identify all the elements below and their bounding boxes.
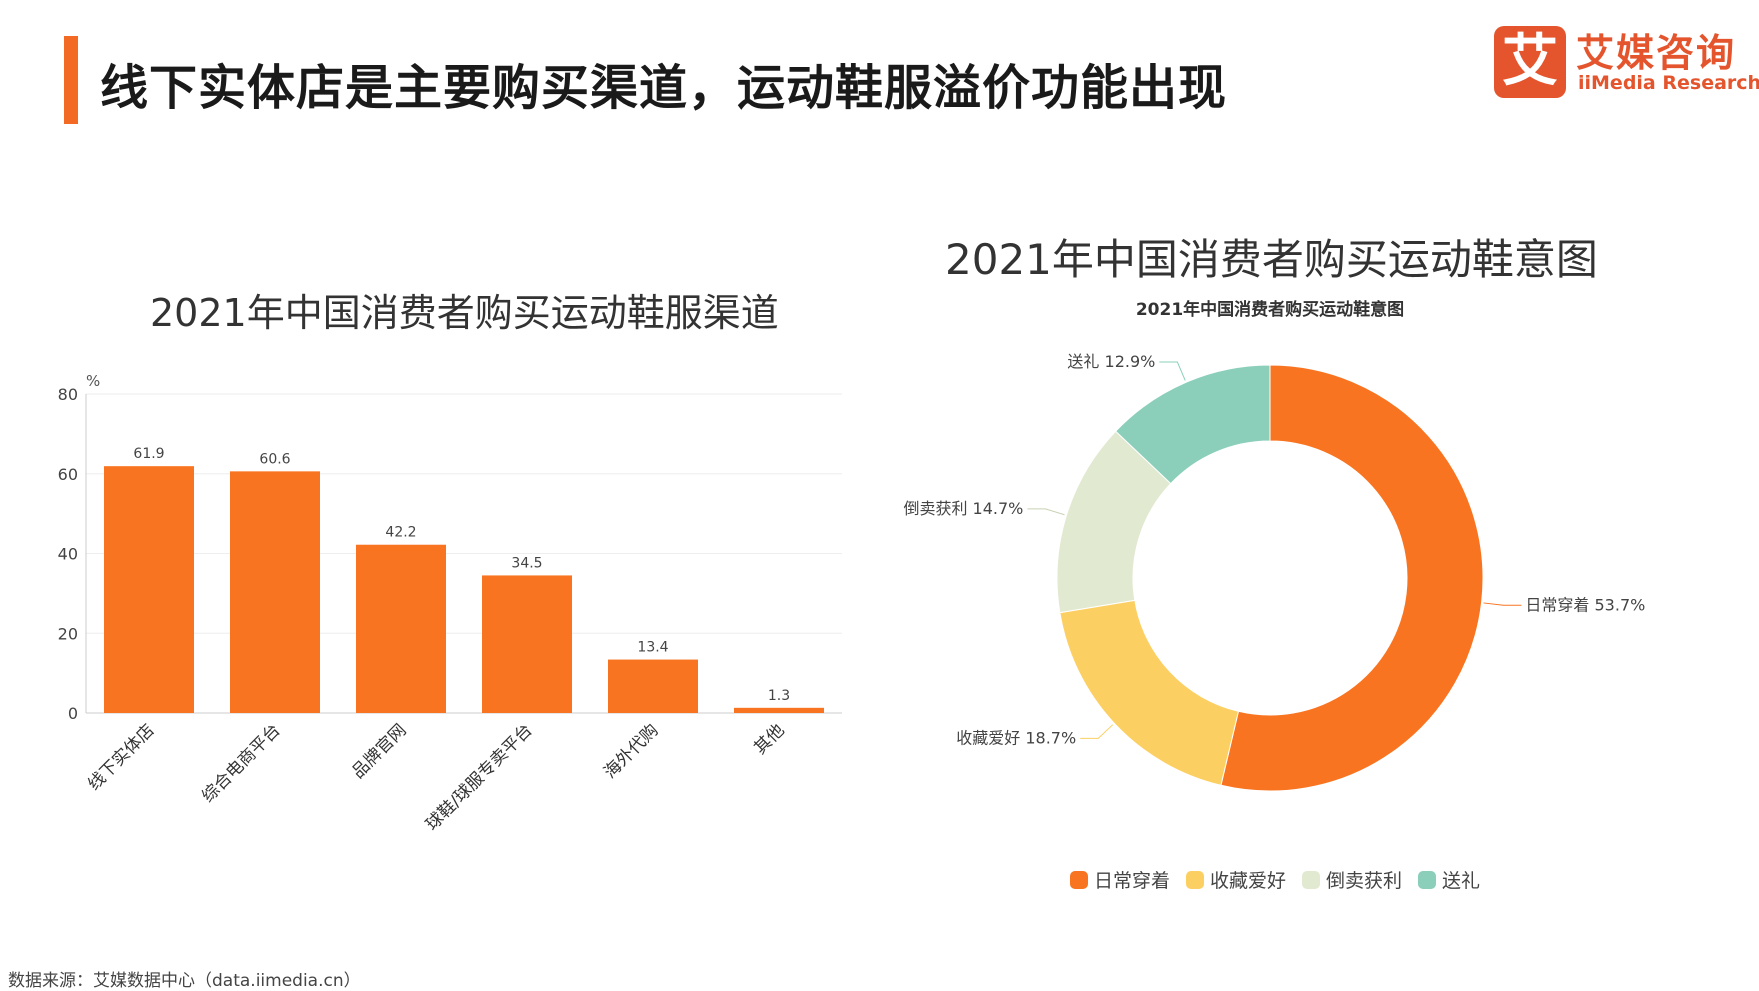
page-title: 线下实体店是主要购买渠道，运动鞋服溢价功能出现 bbox=[100, 60, 1228, 116]
legend-item[interactable]: 倒卖获利 bbox=[1302, 866, 1402, 893]
legend-label: 日常穿着 bbox=[1094, 870, 1171, 892]
bar bbox=[104, 466, 194, 713]
legend-swatch-icon bbox=[1070, 870, 1088, 889]
donut-chart-title: 2021年中国消费者购买运动鞋意图 bbox=[945, 235, 1598, 284]
bar bbox=[230, 471, 320, 713]
bar-value-label: 61.9 bbox=[133, 446, 164, 462]
slice-label: 倒卖获利 14.7% bbox=[903, 499, 1023, 518]
donut-slice bbox=[1114, 364, 1271, 485]
bar-value-label: 34.5 bbox=[511, 555, 542, 571]
title-accent-bar bbox=[64, 36, 78, 124]
donut-slice bbox=[1059, 599, 1240, 786]
bar bbox=[482, 575, 572, 713]
bar bbox=[608, 659, 698, 713]
logo-cn-text: 艾媒咨询 bbox=[1576, 31, 1737, 75]
logo-en-text: iiMedia Research bbox=[1578, 72, 1759, 94]
data-source-note: 数据来源：艾媒数据中心（data.iimedia.cn） bbox=[8, 971, 361, 991]
slice-leader-line bbox=[1080, 724, 1114, 739]
slice-leader-line bbox=[1159, 361, 1186, 381]
bar-value-label: 42.2 bbox=[385, 525, 416, 541]
slice-leader-line bbox=[1483, 602, 1522, 606]
bar bbox=[734, 707, 824, 713]
donut-legend: 日常穿着 收藏爱好 倒卖获利 送礼 bbox=[1070, 866, 1480, 893]
slice-label: 日常穿着 53.7% bbox=[1525, 595, 1645, 614]
legend-swatch-icon bbox=[1186, 870, 1205, 889]
legend-label: 送礼 bbox=[1442, 870, 1481, 892]
bar-value-label: 60.6 bbox=[259, 451, 290, 467]
y-tick-label: 40 bbox=[58, 545, 78, 564]
bar bbox=[356, 544, 446, 713]
legend-swatch-icon bbox=[1302, 870, 1321, 889]
legend-label: 倒卖获利 bbox=[1326, 870, 1403, 892]
bar-value-label: 13.4 bbox=[637, 640, 668, 656]
bar-chart-title: 2021年中国消费者购买运动鞋服渠道 bbox=[150, 291, 779, 335]
slice-label: 送礼 12.9% bbox=[1067, 352, 1155, 371]
y-tick-label: 60 bbox=[58, 465, 78, 484]
y-tick-label: 80 bbox=[58, 385, 78, 404]
logo-mark-icon: 艾 bbox=[1494, 26, 1566, 98]
y-axis-unit: % bbox=[86, 372, 100, 390]
legend-item[interactable]: 送礼 bbox=[1418, 866, 1480, 893]
slice-label: 收藏爱好 18.7% bbox=[956, 728, 1076, 747]
legend-swatch-icon bbox=[1418, 870, 1437, 889]
legend-item[interactable]: 日常穿着 bbox=[1070, 866, 1170, 893]
donut-chart-subtitle: 2021年中国消费者购买运动鞋意图 bbox=[1135, 300, 1405, 320]
donut-slice bbox=[1220, 364, 1484, 792]
legend-item[interactable]: 收藏爱好 bbox=[1186, 866, 1286, 893]
slice-leader-line bbox=[1027, 508, 1065, 516]
y-tick-label: 0 bbox=[68, 704, 78, 723]
bar-value-label: 1.3 bbox=[768, 688, 790, 704]
y-tick-label: 20 bbox=[58, 624, 78, 643]
legend-label: 收藏爱好 bbox=[1210, 870, 1287, 892]
brand-logo: 艾 艾媒咨询 iiMedia Research bbox=[1494, 26, 1759, 102]
